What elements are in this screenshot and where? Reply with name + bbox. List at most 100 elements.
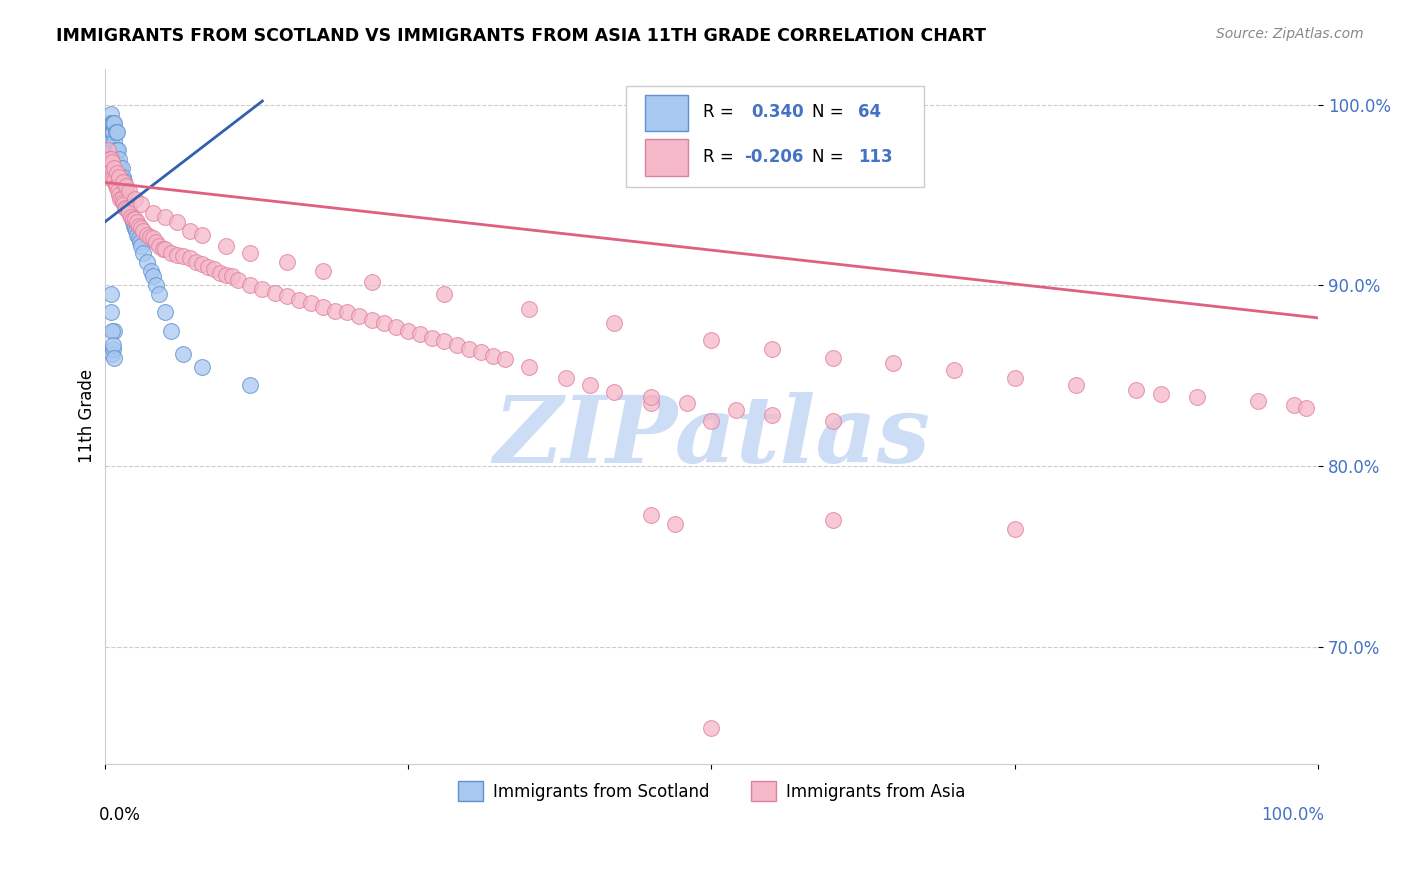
Point: [101, 324, 124, 338]
Point: [104, 143, 127, 157]
Point: [221, 269, 243, 284]
Point: [700, 721, 723, 735]
Point: [519, 301, 541, 316]
Point: [108, 152, 131, 166]
Point: [640, 508, 662, 522]
Point: [101, 116, 124, 130]
Point: [152, 242, 174, 256]
Point: [104, 152, 127, 166]
Point: [882, 356, 904, 370]
Point: [276, 255, 298, 269]
Point: [173, 250, 195, 264]
Point: [108, 169, 131, 184]
Point: [139, 264, 162, 278]
Point: [184, 255, 207, 269]
Point: [101, 169, 124, 184]
Point: [208, 266, 231, 280]
Point: [603, 384, 626, 399]
Point: [761, 342, 783, 356]
Point: [420, 331, 443, 345]
Point: [138, 229, 160, 244]
Point: [190, 257, 212, 271]
Point: [373, 316, 395, 330]
Point: [132, 224, 155, 238]
Point: [105, 179, 128, 194]
Point: [179, 252, 201, 266]
Point: [124, 211, 146, 226]
Point: [349, 309, 371, 323]
Point: [100, 152, 122, 166]
Point: [105, 125, 128, 139]
Point: [202, 262, 225, 277]
Y-axis label: 11th Grade: 11th Grade: [79, 369, 96, 464]
Text: -0.206: -0.206: [744, 148, 804, 166]
Point: [179, 224, 201, 238]
Point: [155, 242, 177, 256]
Point: [128, 231, 150, 245]
Point: [114, 201, 136, 215]
Point: [98, 116, 121, 130]
Point: [215, 268, 238, 282]
Point: [101, 342, 124, 356]
Point: [100, 134, 122, 148]
Point: [127, 227, 149, 242]
Point: [107, 185, 129, 199]
Point: [103, 351, 125, 365]
Point: [197, 260, 219, 275]
Point: [111, 188, 134, 202]
Point: [105, 166, 128, 180]
Point: [409, 327, 432, 342]
Point: [111, 195, 134, 210]
Point: [226, 273, 249, 287]
Point: [148, 287, 170, 301]
Point: [110, 179, 132, 194]
Point: [108, 169, 131, 184]
Point: [173, 347, 195, 361]
Legend: Immigrants from Scotland, Immigrants from Asia: Immigrants from Scotland, Immigrants fro…: [451, 774, 972, 808]
Point: [125, 224, 148, 238]
Point: [120, 210, 142, 224]
Point: [700, 333, 723, 347]
Point: [1282, 398, 1305, 412]
Point: [128, 219, 150, 233]
Text: N =: N =: [813, 148, 844, 166]
Point: [160, 245, 183, 260]
Point: [494, 352, 516, 367]
Point: [101, 161, 124, 175]
Point: [124, 220, 146, 235]
Point: [103, 324, 125, 338]
FancyBboxPatch shape: [627, 86, 924, 186]
Point: [396, 324, 419, 338]
Point: [700, 414, 723, 428]
Point: [118, 206, 141, 220]
Point: [100, 116, 122, 130]
Point: [129, 197, 152, 211]
Point: [943, 363, 966, 377]
Text: ZIPatlas: ZIPatlas: [494, 392, 929, 483]
Point: [101, 116, 124, 130]
Point: [111, 175, 134, 189]
Text: N =: N =: [813, 103, 844, 121]
Point: [312, 300, 335, 314]
Point: [114, 179, 136, 194]
Point: [117, 202, 139, 217]
Point: [252, 282, 274, 296]
Point: [104, 125, 127, 139]
Point: [263, 285, 285, 300]
Point: [385, 320, 408, 334]
Point: [519, 359, 541, 374]
Point: [101, 155, 124, 169]
Point: [132, 245, 155, 260]
Point: [724, 403, 747, 417]
Point: [103, 152, 125, 166]
Point: [100, 305, 122, 319]
Point: [142, 231, 165, 245]
Point: [1064, 377, 1087, 392]
Point: [112, 173, 135, 187]
Point: [101, 125, 124, 139]
Point: [1149, 386, 1171, 401]
Text: 0.0%: 0.0%: [98, 806, 141, 824]
Point: [1004, 522, 1026, 536]
Point: [111, 169, 134, 184]
Point: [103, 173, 125, 187]
